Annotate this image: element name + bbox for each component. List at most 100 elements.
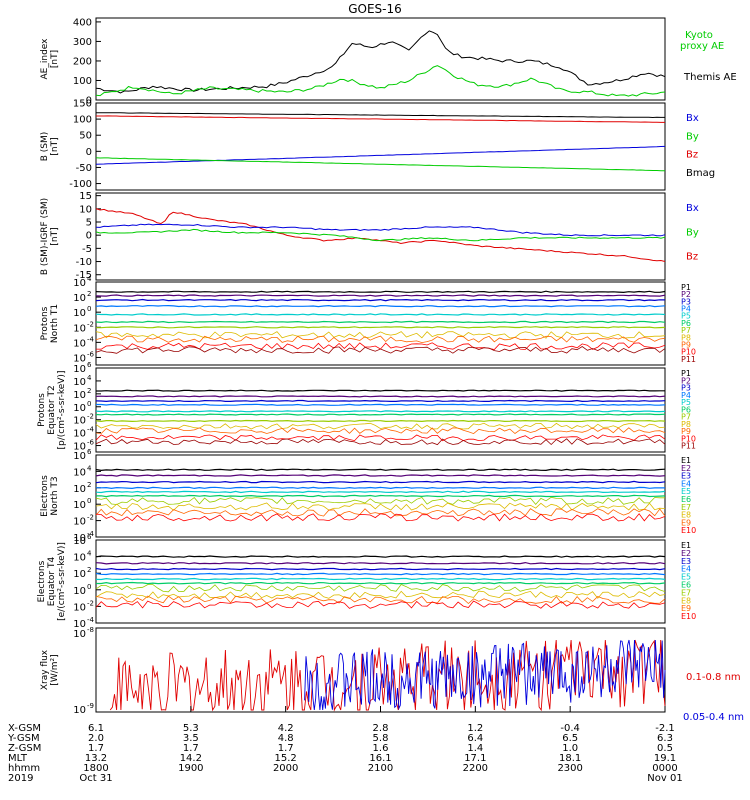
y-tick-exponent: 2 — [87, 481, 91, 489]
ephemeris-value: -2.1 — [655, 723, 675, 734]
ephemeris-value: 1.7 — [183, 743, 199, 754]
legend-entry: P7 — [681, 326, 691, 335]
y-tick-label: 10 — [73, 602, 86, 613]
ephemeris-value: 0000 — [652, 763, 677, 774]
row-label: hhmm — [8, 763, 40, 774]
series-line-e10 — [95, 600, 666, 609]
legend-entry: Kyoto — [685, 30, 713, 41]
ephemeris-value: 2.0 — [88, 733, 104, 744]
ephemeris-value: 1.2 — [467, 723, 483, 734]
y-tick-label: 10 — [73, 533, 86, 544]
x-axis-ephemeris: X-GSMY-GSMZ-GSMMLThhmm20196.12.01.713.21… — [7, 706, 683, 784]
legend-entry: P9 — [681, 340, 691, 349]
y-tick-label: 300 — [73, 37, 92, 48]
legend-entry: P8 — [681, 420, 691, 429]
y-tick-label: 10 — [73, 377, 86, 388]
series-line-e8 — [95, 590, 666, 599]
y-tick-label: 5 — [86, 218, 92, 229]
y-tick-exponent: -2 — [87, 413, 94, 421]
series-line-p6 — [95, 320, 666, 324]
legend-entry: E6 — [681, 581, 691, 590]
y-tick-label: 10 — [73, 629, 86, 640]
y-tick-exponent: -4 — [87, 616, 95, 624]
y-tick-label: 400 — [73, 17, 92, 28]
series-line-p7 — [95, 419, 666, 423]
panel-5: Protons Equator T2 [p/(cm²-s-sr-keV)]10 610… — [37, 361, 696, 453]
legend-entry: E9 — [681, 604, 691, 613]
legend-entry: P11 — [681, 442, 696, 451]
ephemeris-value: 18.1 — [559, 753, 581, 764]
series-line-p11 — [95, 346, 666, 354]
series-line-p4 — [96, 403, 666, 406]
ephemeris-value: 17.1 — [464, 753, 486, 764]
y-tick-exponent: -6 — [87, 350, 95, 358]
y-tick-label: 10 — [73, 429, 86, 440]
y-tick-label: 10 — [73, 484, 86, 495]
y-axis-label: B (SM) — [40, 132, 50, 162]
panel-2: B (SM) [nT] 150 100 50 0 -50 -100 Bx By Bz Bmag — [40, 99, 715, 191]
y-axis-label: Protons — [37, 393, 47, 427]
legend-entry: E3 — [681, 472, 691, 481]
panel-7: Electrons Equator T4 [e/(cm²-s-sr-keV)]10 6… — [37, 533, 696, 630]
y-tick-label: 10 — [73, 517, 86, 528]
row-label: Y-GSM — [7, 733, 40, 744]
y-tick-label: 10 — [73, 293, 86, 304]
y-tick-label: 50 — [79, 131, 92, 142]
y-axis-label: [nT] — [50, 137, 60, 155]
y-tick-label: 10 — [73, 500, 86, 511]
ephemeris-value: 2000 — [273, 763, 298, 774]
legend-entry: E4 — [681, 479, 691, 488]
ephemeris-value: 14.2 — [180, 753, 202, 764]
ephemeris-value: 15.2 — [275, 753, 297, 764]
y-axis-label: AE_index — [40, 38, 50, 80]
panel-frame — [95, 367, 666, 453]
series-line-p5 — [95, 410, 666, 413]
y-axis-label: Equator T4 — [47, 557, 57, 607]
y-tick-label: 10 — [73, 364, 86, 375]
y-axis-label: [p/(cm²-s-sr-keV)] — [57, 371, 67, 450]
series-line-p9 — [95, 427, 666, 435]
ephemeris-value: 1.0 — [562, 743, 578, 754]
ephemeris-value: 2.8 — [373, 723, 389, 734]
legend-entry: P2 — [681, 376, 691, 385]
y-axis-label: Protons — [40, 306, 50, 340]
y-tick-exponent: -6 — [87, 439, 95, 447]
ephemeris-value: 1900 — [178, 763, 203, 774]
legend-entry: Bz — [686, 150, 698, 161]
series-line-e9 — [95, 595, 666, 605]
series-line-kyoto-proxy-ae — [95, 65, 666, 97]
y-tick-exponent: 6 — [87, 361, 92, 369]
ephemeris-value: 0.5 — [657, 743, 673, 754]
legend-entry: E7 — [681, 503, 691, 512]
legend-entry: P11 — [681, 355, 696, 364]
ephemeris-value: 5.8 — [373, 733, 389, 744]
ephemeris-value: 4.8 — [278, 733, 294, 744]
series-line-e5 — [95, 490, 666, 494]
series-line-p7 — [96, 326, 666, 329]
y-tick-label: 10 — [73, 569, 86, 580]
ephemeris-value: 6.5 — [562, 733, 578, 744]
legend-entry: Bmag — [686, 168, 715, 179]
y-tick-exponent: -4 — [87, 530, 95, 538]
row-label: Z-GSM — [8, 743, 41, 754]
y-tick-label: -15 — [76, 270, 92, 281]
y-tick-label: 10 — [73, 467, 86, 478]
series-line-e1 — [95, 555, 666, 558]
series-line-0.05-0.4nm — [304, 639, 666, 711]
panel-frame — [95, 539, 666, 624]
series-line-by — [95, 157, 665, 172]
ephemeris-value: 1.7 — [88, 743, 104, 754]
legend-entry: P4 — [681, 305, 691, 314]
y-tick-label: 10 — [73, 323, 86, 334]
legend-entry: P5 — [681, 312, 691, 321]
series-line-p10 — [95, 434, 666, 442]
y-tick-label: 10 — [73, 278, 86, 289]
legend-entry: 0.05-0.4 nm — [683, 712, 744, 723]
y-tick-label: 10 — [73, 619, 86, 630]
ephemeris-value: 2200 — [463, 763, 488, 774]
series-line-e4 — [95, 572, 666, 576]
series-line-e7 — [95, 584, 666, 593]
y-tick-label: 10 — [73, 553, 86, 564]
